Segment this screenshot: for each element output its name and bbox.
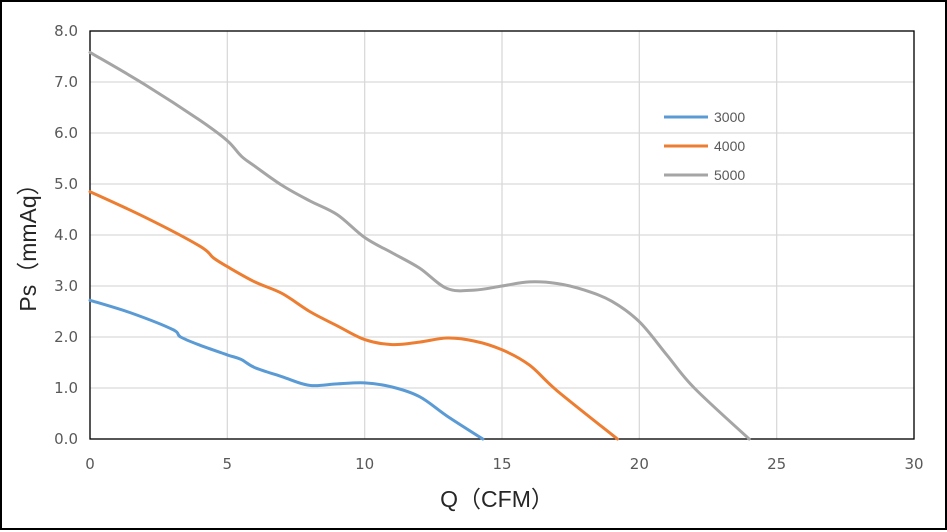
y-tick-label: 8.0 <box>54 22 78 40</box>
legend: 3000 4000 5000 <box>664 109 745 183</box>
legend-label: 3000 <box>714 109 745 125</box>
x-tick-label: 0 <box>85 455 95 473</box>
y-axis-title: Ps（mmAq） <box>15 172 41 311</box>
series-line-5000 <box>88 50 751 441</box>
y-tick-label: 0.0 <box>54 430 78 448</box>
y-tick-label: 1.0 <box>54 379 78 397</box>
x-tick-label: 30 <box>904 455 923 473</box>
y-axis-ticks: 0.0 1.0 2.0 3.0 4.0 5.0 6.0 7.0 8.0 <box>54 22 78 448</box>
y-tick-label: 4.0 <box>54 226 78 244</box>
x-axis-ticks: 0 5 10 15 20 25 30 <box>85 455 923 473</box>
series-line-4000 <box>88 190 619 441</box>
x-tick-label: 25 <box>767 455 786 473</box>
y-tick-label: 3.0 <box>54 277 78 295</box>
x-tick-label: 10 <box>355 455 374 473</box>
legend-label: 5000 <box>714 167 745 183</box>
grid <box>89 30 915 440</box>
x-tick-label: 15 <box>492 455 511 473</box>
series-line-3000 <box>88 298 485 441</box>
x-axis-title: Q（CFM） <box>440 486 554 512</box>
y-tick-label: 2.0 <box>54 328 78 346</box>
x-tick-label: 5 <box>223 455 233 473</box>
plot-border <box>89 30 915 440</box>
x-tick-label: 20 <box>630 455 649 473</box>
plot-area <box>88 50 751 441</box>
y-tick-label: 7.0 <box>54 73 78 91</box>
y-tick-label: 6.0 <box>54 124 78 142</box>
legend-label: 4000 <box>714 138 745 154</box>
y-tick-label: 5.0 <box>54 175 78 193</box>
